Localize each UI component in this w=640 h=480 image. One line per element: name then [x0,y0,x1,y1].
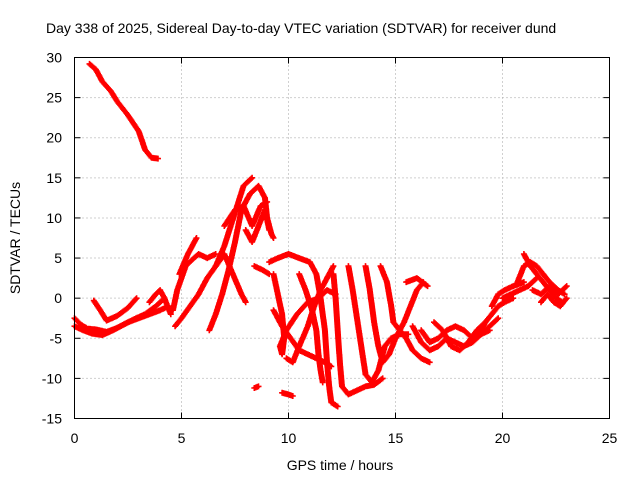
y-tick-label: 15 [46,170,62,186]
axes: 0 5 10 15 20 25 -15 -10 -5 0 5 10 15 20 25 30 [42,50,618,447]
y-tick-label: 25 [46,90,62,106]
y-tick-label: -15 [42,411,62,427]
series-arc-9 [176,235,200,278]
series-arc-29 [476,295,517,338]
series-arc-12 [242,206,273,245]
x-tick-label: 25 [602,430,618,446]
series-arc-19 [279,389,296,399]
x-tick-label: 0 [71,430,79,446]
x-tick-label: 20 [495,430,511,446]
series-arc-5 [146,287,174,318]
series-arc-30 [488,279,527,310]
series-arc-4 [90,295,140,324]
y-tick-label: 0 [54,290,62,306]
series-arc-1 [86,60,161,162]
y-tick-label: -10 [42,370,62,386]
x-tick-label: 5 [178,430,186,446]
chart-title: Day 338 of 2025, Sidereal Day-to-day VTE… [46,20,556,36]
series-arc-14 [251,383,262,391]
series-arc-10 [212,251,249,306]
y-tick-label: 10 [46,210,62,226]
x-axis-label: GPS time / hours [287,457,394,473]
x-tick-label: 10 [281,430,297,446]
series-arc-24 [377,263,433,366]
series-arc-35 [538,291,570,310]
series-arc-16 [266,251,341,410]
plot-frame [74,57,610,419]
y-tick-label: 20 [46,130,62,146]
series-arc-25 [403,275,431,290]
y-tick-label: -5 [50,330,63,346]
x-tick-label: 15 [388,430,404,446]
y-axis-label: SDTVAR / TECUs [7,182,23,294]
series-arc-21 [330,271,386,398]
series-arc-6 [169,251,219,314]
y-tick-label: 5 [54,250,62,266]
series-arc-13 [251,263,273,278]
series-arc-23 [362,263,427,366]
series-layer [71,60,570,410]
y-tick-label: 30 [46,50,62,66]
series-arc-11 [221,198,271,229]
series-arc-20 [296,271,326,386]
series-arc-31 [499,275,540,302]
series-arc-34 [529,283,570,298]
